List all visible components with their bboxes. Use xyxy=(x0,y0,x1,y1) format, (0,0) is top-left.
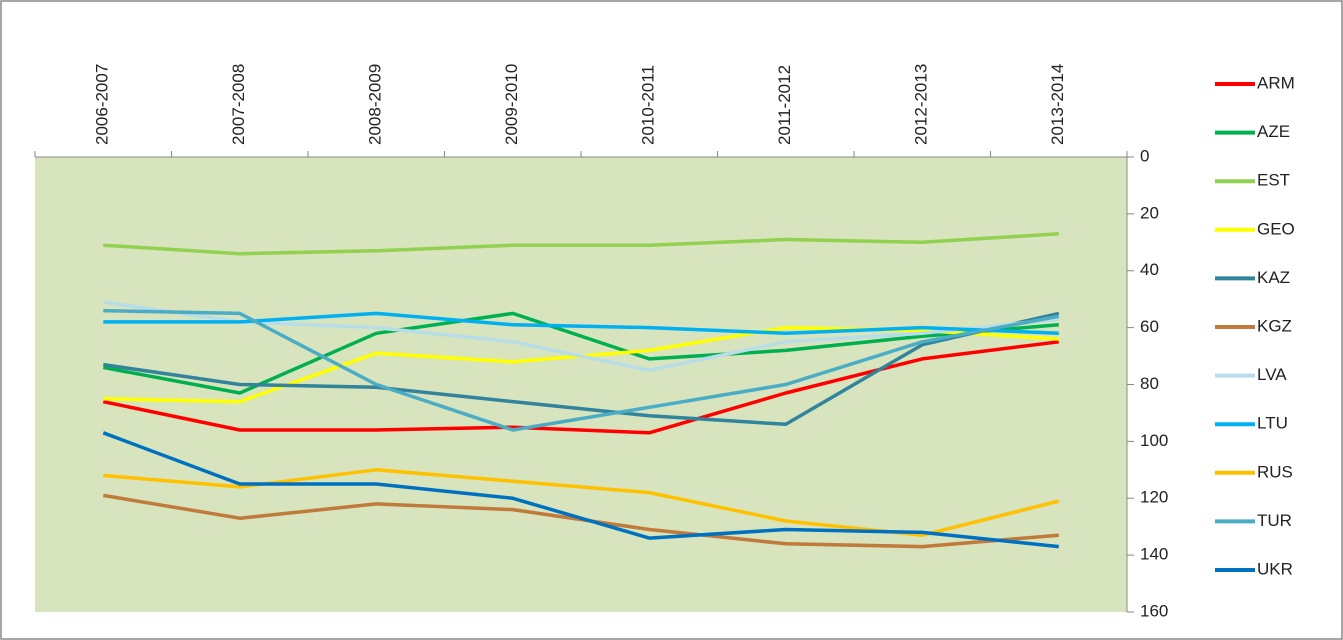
series-line xyxy=(103,311,1059,336)
legend-label: UKR xyxy=(1257,559,1293,578)
x-tick-label: 2012-2013 xyxy=(912,64,931,145)
y-tick-label: 100 xyxy=(1140,431,1168,450)
x-tick-label: 2010-2011 xyxy=(639,65,658,145)
legend-label: AZE xyxy=(1257,122,1290,141)
y-tick-label: 120 xyxy=(1140,488,1168,507)
x-tick-label: 2009-2010 xyxy=(502,64,521,145)
series-line xyxy=(102,340,1060,435)
legend-label: TUR xyxy=(1257,511,1292,530)
series-line xyxy=(103,300,1059,373)
legend-label: RUS xyxy=(1257,462,1293,481)
legend-label: EST xyxy=(1257,171,1290,190)
legend-label: LTU xyxy=(1257,414,1288,433)
series-line xyxy=(103,308,1060,432)
series-line xyxy=(102,311,1059,395)
x-tick-label: 2011-2012 xyxy=(775,65,794,145)
y-tick-label: 40 xyxy=(1140,260,1159,279)
y-tick-label: 0 xyxy=(1140,146,1149,165)
legend-label: GEO xyxy=(1257,219,1295,238)
series-line xyxy=(102,431,1059,549)
x-tick-label: 2008-2009 xyxy=(366,64,385,145)
y-tick-label: 140 xyxy=(1140,545,1168,564)
legend-label: KGZ xyxy=(1257,316,1292,335)
legend-label: LVA xyxy=(1257,365,1287,384)
legend-label: ARM xyxy=(1257,73,1295,92)
y-tick-label: 20 xyxy=(1140,203,1159,222)
x-tick-label: 2007-2008 xyxy=(229,64,248,145)
series-line xyxy=(103,232,1059,256)
legend-label: KAZ xyxy=(1257,268,1290,287)
y-tick-label: 160 xyxy=(1140,601,1168,620)
y-tick-label: 80 xyxy=(1140,374,1159,393)
y-tick-label: 60 xyxy=(1140,317,1159,336)
x-tick-label: 2006-2007 xyxy=(93,64,112,145)
x-tick-label: 2013-2014 xyxy=(1048,64,1067,145)
series-line xyxy=(103,311,1060,427)
